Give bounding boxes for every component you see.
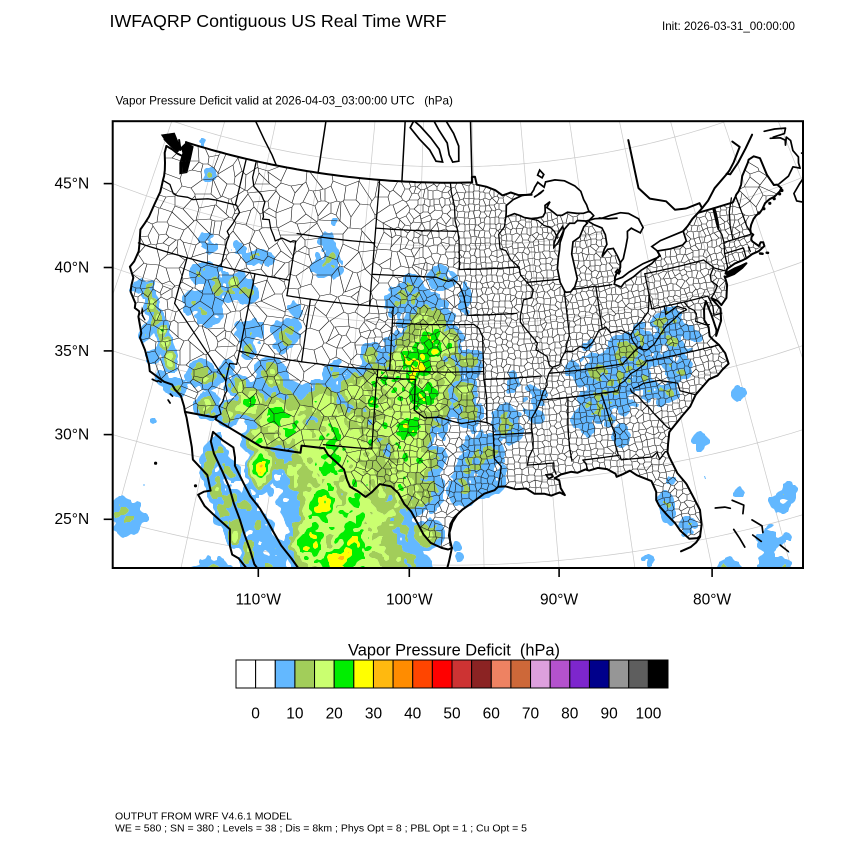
svg-text:OUTPUT FROM WRF V4.6.1 MODEL: OUTPUT FROM WRF V4.6.1 MODEL: [115, 812, 292, 823]
svg-text:20: 20: [326, 706, 344, 723]
svg-text:0: 0: [251, 706, 260, 723]
svg-text:100: 100: [635, 706, 661, 723]
svg-text:100°W: 100°W: [386, 591, 433, 608]
svg-text:Vapor Pressure Deficit valid a: Vapor Pressure Deficit valid at 2026-04-…: [116, 95, 453, 108]
svg-text:WE = 580 ; SN = 380 ; Levels =: WE = 580 ; SN = 380 ; Levels = 38 ; Dis …: [115, 824, 527, 835]
svg-text:80: 80: [561, 706, 579, 723]
svg-text:90: 90: [600, 706, 618, 723]
svg-text:Init: 2026-03-31_00:00:00: Init: 2026-03-31_00:00:00: [662, 20, 795, 33]
svg-text:50: 50: [443, 706, 461, 723]
svg-text:25°N: 25°N: [55, 511, 90, 528]
svg-text:Vapor Pressure Deficit (hPa): Vapor Pressure Deficit (hPa): [348, 642, 560, 660]
svg-text:30: 30: [365, 706, 383, 723]
svg-text:45°N: 45°N: [55, 176, 90, 193]
svg-text:60: 60: [483, 706, 501, 723]
svg-text:40: 40: [404, 706, 422, 723]
svg-text:80°W: 80°W: [693, 591, 731, 608]
svg-text:IWFAQRP Contiguous US Real Tim: IWFAQRP Contiguous US Real Time WRF: [110, 11, 447, 31]
svg-text:70: 70: [522, 706, 540, 723]
svg-text:40°N: 40°N: [55, 259, 90, 276]
svg-text:30°N: 30°N: [55, 427, 90, 444]
svg-text:110°W: 110°W: [236, 591, 282, 608]
svg-text:10: 10: [286, 706, 304, 723]
svg-text:90°W: 90°W: [540, 591, 578, 608]
svg-text:35°N: 35°N: [55, 343, 90, 360]
